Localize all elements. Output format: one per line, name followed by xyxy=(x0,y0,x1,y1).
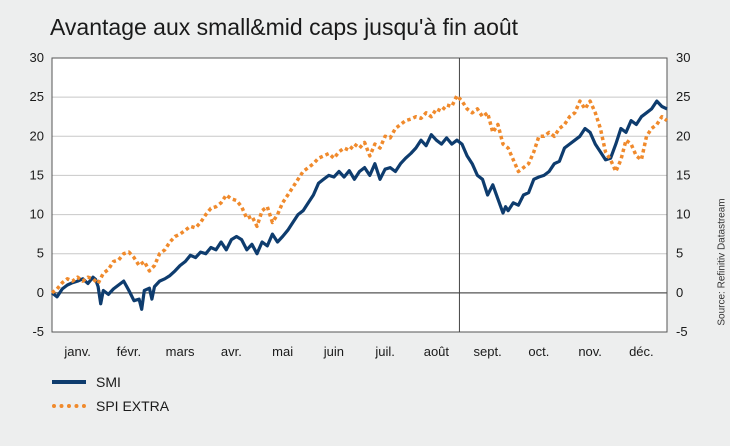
x-tick-12: déc. xyxy=(629,344,654,359)
y-tick-left-10: 10 xyxy=(30,207,44,222)
plot-frame xyxy=(51,57,668,333)
x-tick-6: juin xyxy=(323,344,344,359)
x-tick-11: nov. xyxy=(578,344,602,359)
source-note: Source: Refinitiv Datastream xyxy=(716,198,728,326)
x-tick-1: janv. xyxy=(63,344,91,359)
y-tick-right-30: 30 xyxy=(676,50,690,65)
x-tick-5: mai xyxy=(272,344,293,359)
y-tick-left-20: 20 xyxy=(30,128,44,143)
y-tick-right-20: 20 xyxy=(676,128,690,143)
legend-item-spi-extra: SPI EXTRA xyxy=(52,398,169,414)
plot-area: -5 0 5 10 15 20 25 30 -5 0 5 10 15 20 25 30 janv. févr. ma… xyxy=(30,50,691,359)
y-tick-right-15: 15 xyxy=(676,167,690,182)
x-tick-9: sept. xyxy=(474,344,502,359)
y-tick-right-25: 25 xyxy=(676,89,690,104)
x-tick-3: mars xyxy=(166,344,195,359)
series-line-spi-extra xyxy=(50,93,669,295)
legend-swatch-spi-extra xyxy=(52,404,86,408)
x-tick-7: juil. xyxy=(374,344,395,359)
x-tick-4: avr. xyxy=(221,344,242,359)
y-tick-right-0: 0 xyxy=(676,285,683,300)
legend-item-smi: SMI xyxy=(52,374,121,390)
legend-label-smi: SMI xyxy=(96,374,121,390)
y-tick-right-10: 10 xyxy=(676,207,690,222)
y-tick-left-30: 30 xyxy=(30,50,44,65)
chart-title: Avantage aux small&mid caps jusqu'à fin … xyxy=(50,14,519,40)
legend-label-spi-extra: SPI EXTRA xyxy=(96,398,170,414)
y-tick-right-5: 5 xyxy=(676,246,683,261)
x-tick-10: oct. xyxy=(528,344,549,359)
x-tick-8: août xyxy=(424,344,450,359)
legend-swatch-smi xyxy=(52,380,86,384)
y-tick-left-0: 0 xyxy=(37,285,44,300)
y-tick-left-15: 15 xyxy=(30,167,44,182)
y-tick-left-25: 25 xyxy=(30,89,44,104)
y-tick-right--5: -5 xyxy=(676,324,688,339)
x-tick-2: févr. xyxy=(117,344,142,359)
y-tick-left-5: 5 xyxy=(37,246,44,261)
series-line-smi xyxy=(51,99,668,311)
y-tick-left--5: -5 xyxy=(32,324,44,339)
